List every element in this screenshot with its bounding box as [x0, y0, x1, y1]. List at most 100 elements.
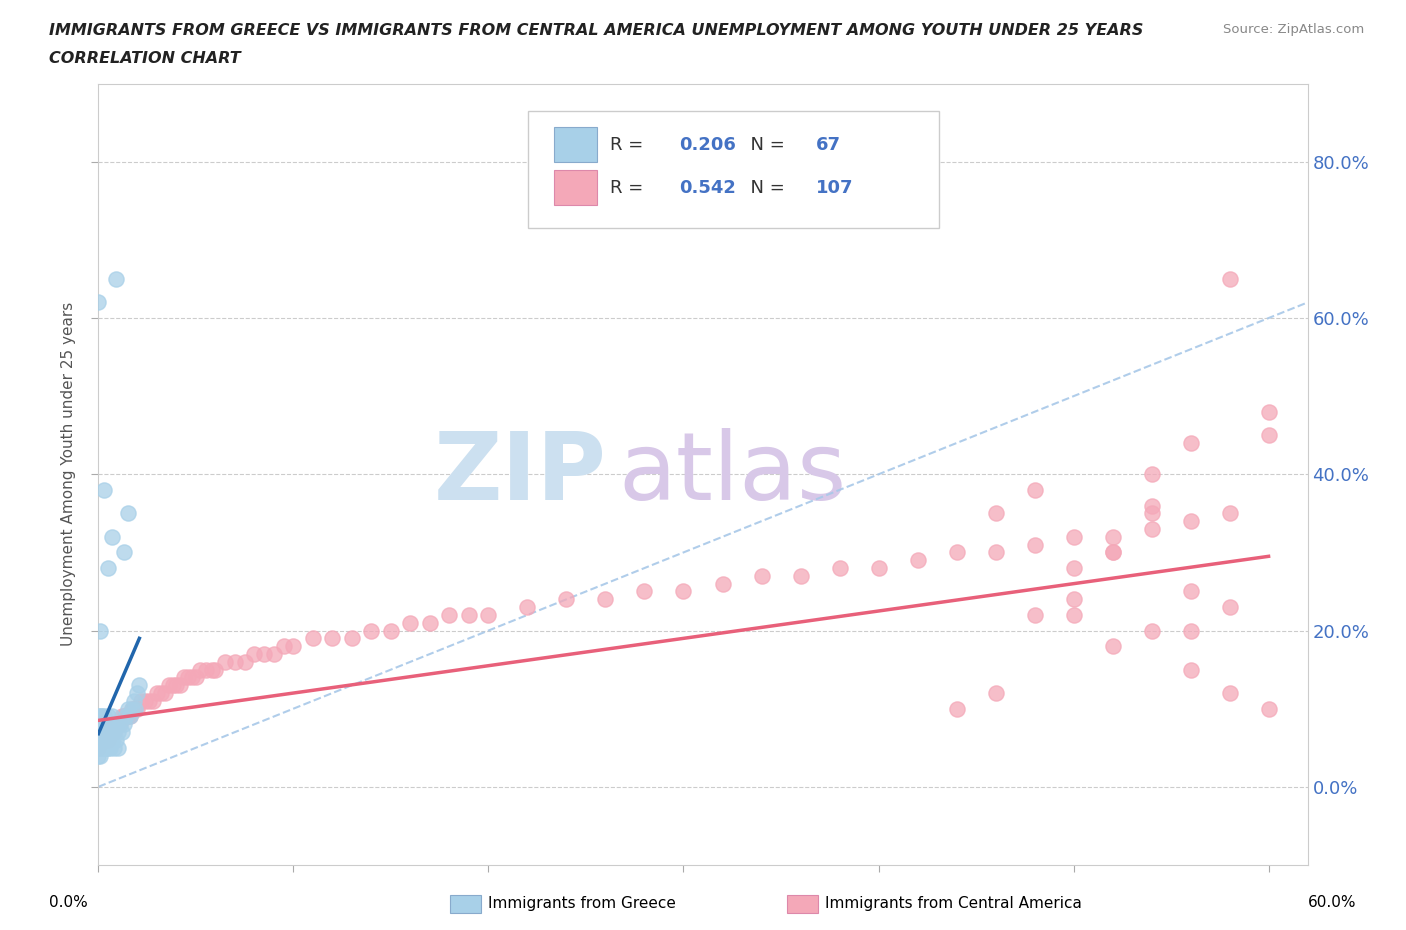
Point [1180, 435, 1202, 450]
Point [91, 733, 114, 748]
Point [89, 724, 111, 739]
Text: 67: 67 [815, 136, 841, 153]
Point [93, 724, 115, 739]
Point [87, 717, 110, 732]
Point [868, 561, 890, 576]
Point [124, 701, 146, 716]
Point [111, 709, 134, 724]
Point [97, 717, 120, 732]
Point [87, 733, 110, 748]
Point [458, 607, 481, 622]
Point [149, 685, 172, 700]
Point [134, 694, 156, 709]
Point [89, 740, 111, 755]
Point [153, 685, 176, 700]
Point [93, 709, 115, 724]
Point [103, 724, 125, 739]
Point [114, 709, 136, 724]
Point [162, 678, 184, 693]
Point [399, 616, 422, 631]
Point [112, 709, 135, 724]
Point [595, 591, 617, 606]
Point [89, 733, 111, 748]
Point [321, 631, 343, 645]
Text: 0.542: 0.542 [679, 179, 735, 196]
Point [96, 717, 118, 732]
Point [439, 607, 461, 622]
Point [89, 709, 111, 724]
Point [1063, 529, 1085, 544]
Text: 107: 107 [815, 179, 853, 196]
Point [112, 545, 135, 560]
Point [263, 646, 285, 661]
Point [181, 670, 204, 684]
Point [98, 740, 121, 755]
Point [1024, 607, 1046, 622]
Point [138, 694, 160, 709]
Text: 0.206: 0.206 [679, 136, 735, 153]
Point [93, 724, 115, 739]
Point [1101, 545, 1123, 560]
Point [945, 701, 967, 716]
Point [97, 740, 120, 755]
Point [122, 701, 145, 716]
Point [96, 733, 118, 748]
Point [1180, 584, 1202, 599]
Point [93, 483, 115, 498]
Text: IMMIGRANTS FROM GREECE VS IMMIGRANTS FROM CENTRAL AMERICA UNEMPLOYMENT AMONG YOU: IMMIGRANTS FROM GREECE VS IMMIGRANTS FRO… [49, 23, 1143, 38]
Point [1024, 538, 1046, 552]
Point [91, 717, 114, 732]
Point [87, 724, 110, 739]
Text: Immigrants from Greece: Immigrants from Greece [488, 897, 676, 911]
Point [87, 709, 110, 724]
Point [91, 733, 114, 748]
Point [101, 733, 124, 748]
Point [224, 655, 246, 670]
Point [97, 561, 120, 576]
Point [1063, 591, 1085, 606]
FancyBboxPatch shape [527, 111, 939, 228]
Point [96, 724, 118, 739]
Point [1140, 623, 1163, 638]
Point [1219, 272, 1241, 286]
Point [169, 678, 191, 693]
Point [360, 623, 382, 638]
Point [214, 655, 236, 670]
Point [165, 678, 187, 693]
Point [111, 724, 134, 739]
Text: R =: R = [610, 136, 650, 153]
Text: 0.0%: 0.0% [49, 895, 89, 910]
Point [1180, 513, 1202, 528]
Point [1101, 529, 1123, 544]
Point [127, 685, 149, 700]
Point [751, 568, 773, 583]
Point [142, 694, 165, 709]
Point [89, 717, 111, 732]
Point [89, 623, 111, 638]
Point [107, 717, 129, 732]
Point [98, 724, 121, 739]
Point [173, 670, 195, 684]
Point [1063, 607, 1085, 622]
Text: ZIP: ZIP [433, 429, 606, 520]
Point [121, 701, 143, 716]
Point [87, 740, 110, 755]
Point [204, 662, 226, 677]
Point [93, 717, 115, 732]
Point [146, 685, 169, 700]
Point [98, 717, 121, 732]
Point [87, 717, 110, 732]
Point [91, 733, 114, 748]
Point [477, 607, 499, 622]
Point [101, 529, 124, 544]
Point [87, 295, 110, 310]
Point [117, 701, 139, 716]
Point [98, 724, 121, 739]
Text: N =: N = [740, 179, 790, 196]
Point [112, 717, 135, 732]
Point [114, 709, 136, 724]
Point [984, 506, 1007, 521]
Text: Immigrants from Central America: Immigrants from Central America [825, 897, 1083, 911]
Point [1024, 483, 1046, 498]
Point [984, 685, 1007, 700]
